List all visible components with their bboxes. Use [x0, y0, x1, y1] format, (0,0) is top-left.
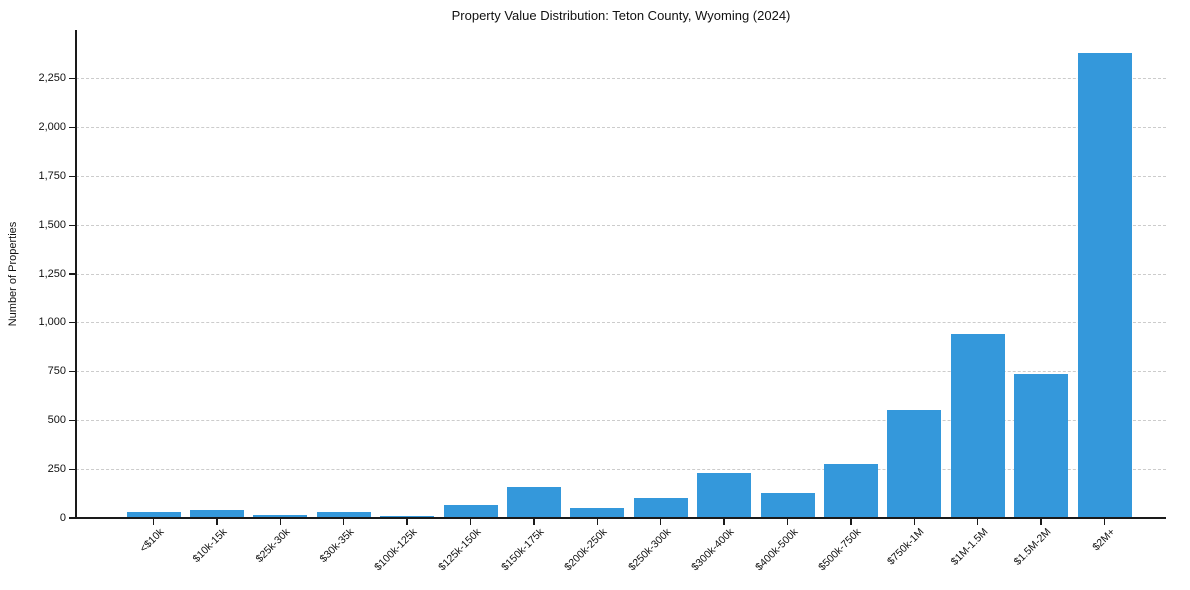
x-tick-mark: [1103, 518, 1106, 525]
y-tick-label: 0: [59, 511, 66, 524]
gridline: [76, 371, 1166, 373]
x-tick-mark: [343, 518, 345, 525]
y-tick-mark: [69, 126, 76, 129]
bar: [760, 492, 815, 518]
x-tick-mark: [406, 518, 408, 525]
bar: [443, 505, 498, 518]
y-tick-mark: [69, 78, 76, 80]
y-tick-mark: [69, 273, 76, 275]
x-tick-mark: [152, 518, 155, 525]
y-tick-label: 500: [47, 413, 66, 426]
x-tick-mark: [216, 518, 218, 525]
bar: [380, 515, 435, 518]
bar: [570, 508, 625, 518]
x-tick-mark: [533, 518, 535, 525]
bar: [697, 473, 752, 518]
gridline: [76, 322, 1166, 324]
y-tick-label: 2,000: [38, 121, 66, 134]
bar: [506, 486, 561, 518]
gridline: [76, 175, 1166, 177]
y-tick-label: 1,750: [38, 169, 66, 182]
y-tick-label: 250: [47, 462, 66, 475]
bar: [253, 515, 308, 518]
bar: [189, 510, 244, 518]
y-tick-label: 2,250: [38, 72, 66, 85]
bar: [126, 512, 181, 518]
bar: [316, 512, 371, 518]
y-tick-mark: [69, 370, 76, 373]
y-tick-mark: [69, 468, 76, 470]
x-tick-mark: [660, 518, 662, 525]
bar: [1014, 373, 1069, 518]
gridline: [76, 273, 1166, 275]
x-tick-label: <$10k: [137, 526, 166, 555]
x-axis: [75, 517, 1167, 519]
x-tick-mark: [913, 518, 915, 525]
bar: [950, 333, 1005, 518]
x-tick-mark: [279, 518, 281, 525]
bar: [633, 498, 688, 518]
gridline: [76, 468, 1166, 470]
gridline: [76, 78, 1166, 80]
bar: [1077, 53, 1132, 518]
x-tick-mark: [786, 518, 789, 525]
y-tick-label: 750: [47, 365, 66, 378]
x-tick-mark: [977, 518, 979, 525]
y-tick-mark: [69, 224, 76, 226]
y-tick-mark: [69, 322, 76, 324]
y-tick-mark: [69, 175, 76, 178]
x-tick-mark: [469, 518, 472, 525]
x-tick-mark: [1040, 518, 1042, 525]
gridline: [76, 224, 1166, 226]
x-tick-mark: [850, 518, 852, 525]
y-tick-label: 1,500: [38, 218, 66, 231]
y-axis: [75, 30, 77, 518]
x-tick-mark: [723, 518, 725, 525]
chart-title: Property Value Distribution: Teton Count…: [451, 8, 791, 23]
bar: [823, 464, 878, 518]
gridline: [76, 127, 1166, 129]
bar: [887, 409, 942, 518]
gridline: [76, 419, 1166, 421]
y-tick-label: 1,000: [38, 316, 66, 329]
y-tick-mark: [69, 419, 76, 422]
y-tick-mark: [69, 517, 76, 519]
x-tick-mark: [596, 518, 598, 525]
y-tick-label: 1,250: [38, 267, 66, 280]
